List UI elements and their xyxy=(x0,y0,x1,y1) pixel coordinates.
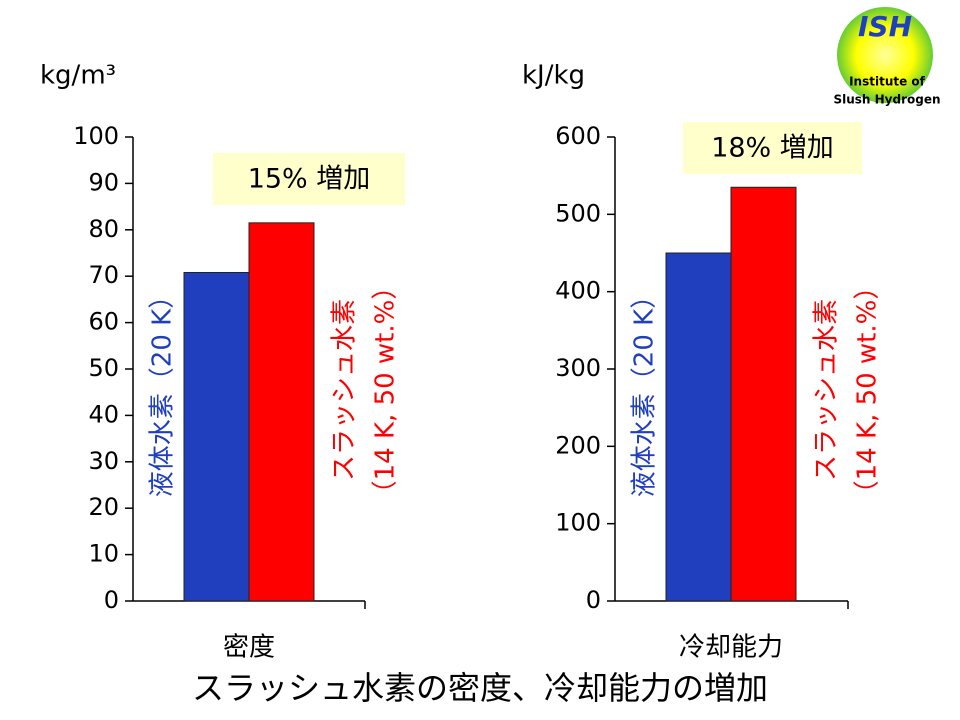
y-tick-label: 40 xyxy=(88,400,119,428)
annotation: 15% 増加 xyxy=(248,164,371,195)
bar xyxy=(665,252,732,602)
logo-line: Institute of xyxy=(849,75,926,89)
x-tick-label: 冷却能力 xyxy=(679,633,783,663)
y-tick-label: 80 xyxy=(88,215,119,243)
series-note: （14 K, 50 wt.%） xyxy=(853,274,883,507)
logo-text: ISH xyxy=(858,10,912,43)
series-note: （14 K, 50 wt.%） xyxy=(371,274,401,507)
y-tick-label: 100 xyxy=(555,509,601,537)
y-tick-label: 500 xyxy=(555,199,601,227)
annotation: 18% 増加 xyxy=(711,133,834,164)
bar xyxy=(248,222,315,602)
y-axis-label: kg/m³ xyxy=(40,61,116,91)
y-tick-label: 70 xyxy=(88,261,119,289)
bar xyxy=(730,186,797,602)
slide-title: スラッシュ水素の密度、冷却能力の増加 xyxy=(192,669,768,707)
y-tick-label: 30 xyxy=(88,447,119,475)
logo-line: Slush Hydrogen xyxy=(833,93,940,107)
series-label: 液体水素（20 K） xyxy=(148,283,178,497)
y-tick-label: 20 xyxy=(88,493,119,521)
y-tick-label: 400 xyxy=(555,277,601,305)
logo: ISH Institute of Slush Hydrogen xyxy=(833,7,941,107)
y-tick-label: 0 xyxy=(586,586,601,614)
y-tick-label: 300 xyxy=(555,354,601,382)
y-axis-label: kJ/kg xyxy=(522,61,585,91)
y-tick-label: 0 xyxy=(104,586,119,614)
y-tick-label: 200 xyxy=(555,431,601,459)
y-tick-label: 60 xyxy=(88,308,119,336)
bar xyxy=(183,271,250,602)
y-tick-label: 10 xyxy=(88,540,119,568)
y-tick-label: 90 xyxy=(88,168,119,196)
y-tick-label: 100 xyxy=(73,122,119,150)
x-tick-label: 密度 xyxy=(223,633,275,663)
series-label: スラッシュ水素 xyxy=(812,299,842,481)
y-tick-label: 600 xyxy=(555,122,601,150)
annotation-box xyxy=(683,122,862,174)
annotation-box xyxy=(213,153,405,205)
series-label: 液体水素（20 K） xyxy=(630,283,660,497)
y-tick-label: 50 xyxy=(88,354,119,382)
series-label: スラッシュ水素 xyxy=(330,299,360,481)
logo-circle xyxy=(837,7,933,103)
